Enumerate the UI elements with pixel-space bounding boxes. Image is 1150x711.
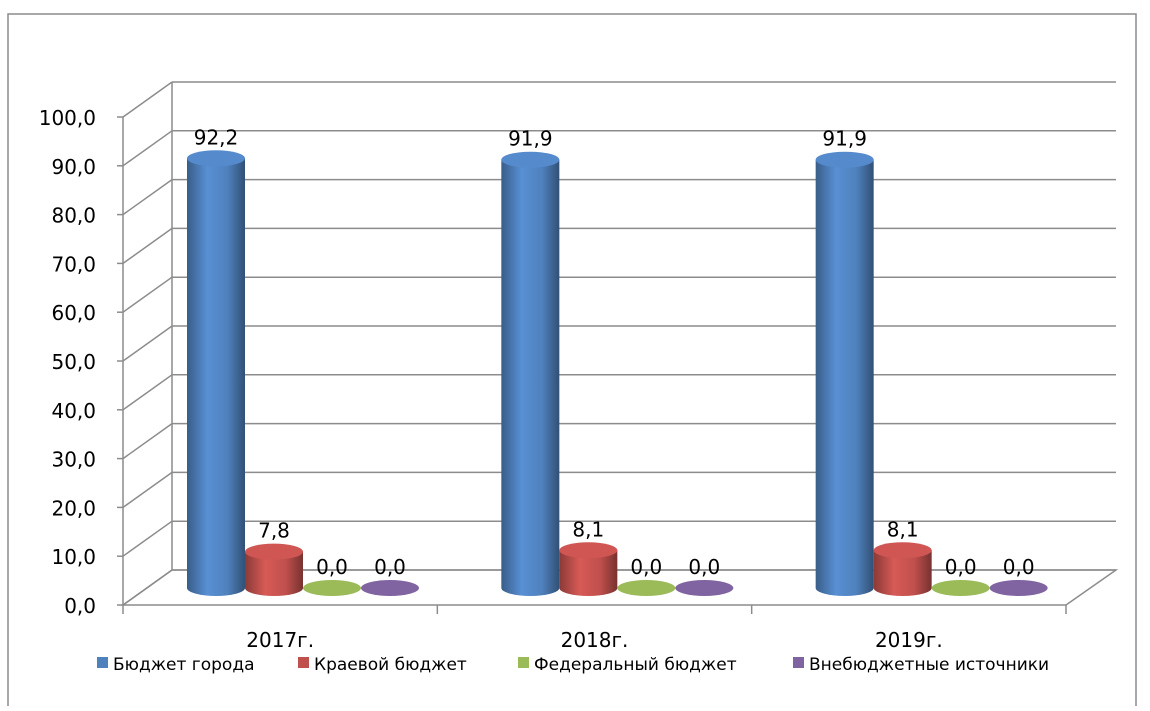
- data-label: 8,1: [887, 517, 919, 541]
- bar-top: [675, 580, 734, 596]
- gridline-wall: [122, 276, 173, 313]
- legend-swatch: [793, 657, 804, 668]
- data-label: 91,9: [822, 127, 867, 151]
- legend-swatch: [518, 657, 529, 668]
- gridline-wall: [122, 130, 173, 167]
- bar: [815, 151, 874, 597]
- bar-top: [931, 580, 990, 596]
- bar-top: [501, 151, 560, 168]
- gridline-wall: [122, 374, 173, 411]
- data-label: 0,0: [945, 555, 977, 579]
- bar-body: [245, 551, 303, 596]
- y-tick-label: 0,0: [64, 594, 96, 618]
- y-tick-label: 80,0: [51, 204, 96, 228]
- chart-border: [7, 13, 1137, 706]
- y-tick-label: 40,0: [51, 399, 96, 423]
- bar-top: [815, 151, 874, 168]
- bar: [873, 542, 932, 596]
- gridline-wall: [122, 178, 173, 216]
- bars: [187, 150, 1048, 597]
- gridline-wall: [122, 471, 173, 509]
- legend-label: Бюджет города: [113, 655, 255, 675]
- bar: [501, 151, 560, 596]
- bar: [559, 542, 618, 596]
- bar-body: [187, 158, 245, 596]
- y-tick-label: 50,0: [51, 350, 96, 374]
- bar: [675, 580, 734, 596]
- data-label: 0,0: [688, 555, 720, 579]
- bar-top: [187, 150, 245, 167]
- data-label: 0,0: [630, 555, 662, 579]
- legend-label: Федеральный бюджет: [534, 655, 737, 675]
- gridline-wall: [122, 227, 173, 265]
- legend-label: Внебюджетные источники: [809, 655, 1049, 675]
- legend-swatch: [97, 657, 108, 668]
- bar-body: [873, 550, 932, 596]
- bar-body: [501, 159, 560, 596]
- gridline-wall: [122, 325, 173, 362]
- legend-item: Федеральный бюджет: [518, 655, 737, 675]
- chart-walls: [120, 81, 1119, 606]
- data-label: 0,0: [374, 555, 406, 579]
- bar-body: [815, 159, 874, 597]
- bar-top: [245, 543, 303, 560]
- x-tick-label: 2018г.: [561, 628, 629, 652]
- bar-top: [989, 580, 1048, 596]
- bar-top: [873, 542, 932, 559]
- y-tick-label: 100,0: [39, 106, 96, 130]
- gridline-wall: [122, 520, 173, 557]
- bar: [989, 580, 1048, 596]
- legend-swatch: [298, 657, 309, 668]
- gridline-wall: [122, 422, 173, 460]
- x-axis: 2017г. 2018г. 2019г.: [122, 605, 1067, 652]
- y-tick-label: 70,0: [51, 252, 96, 276]
- data-label: 92,2: [194, 125, 239, 149]
- bar-top: [559, 542, 618, 559]
- data-labels: 92,2 7,8 0,0 0,0 91,9 8,1 0,0 0,0 91,9 8,1 0,0 0,0: [194, 125, 1035, 579]
- data-label: 8,1: [572, 517, 604, 541]
- y-tick-label: 10,0: [51, 545, 96, 569]
- data-label: 0,0: [1003, 555, 1035, 579]
- data-label: 0,0: [316, 555, 348, 579]
- y-tick-label: 30,0: [51, 448, 96, 472]
- legend-label: Краевой бюджет: [314, 655, 467, 675]
- bar-body: [559, 550, 618, 596]
- y-tick-label: 60,0: [51, 301, 96, 325]
- bar-top: [361, 580, 419, 596]
- legend-item: Краевой бюджет: [298, 655, 467, 675]
- bar: [303, 580, 361, 596]
- legend-item: Бюджет города: [97, 655, 255, 675]
- gridline-wall: [122, 81, 173, 118]
- x-tick-label: 2017г.: [246, 628, 314, 652]
- legend: Бюджет города Краевой бюджет Федеральный б…: [97, 655, 1049, 675]
- bar: [931, 580, 990, 596]
- bar-top: [303, 580, 361, 596]
- bar: [187, 150, 245, 596]
- y-tick-label: 20,0: [51, 496, 96, 520]
- legend-item: Внебюджетные источники: [793, 655, 1049, 675]
- y-tick-label: 90,0: [51, 155, 96, 179]
- bar: [245, 543, 303, 596]
- bar: [361, 580, 419, 596]
- data-label: 7,8: [258, 519, 290, 543]
- bar-top: [617, 580, 676, 596]
- y-axis: 0,0 10,0 20,0 30,0 40,0 50,0 60,0 70,0 80,0 90,0 1…: [39, 106, 123, 618]
- x-tick-label: 2019г.: [875, 628, 943, 652]
- bar: [617, 580, 676, 596]
- data-label: 91,9: [508, 127, 553, 151]
